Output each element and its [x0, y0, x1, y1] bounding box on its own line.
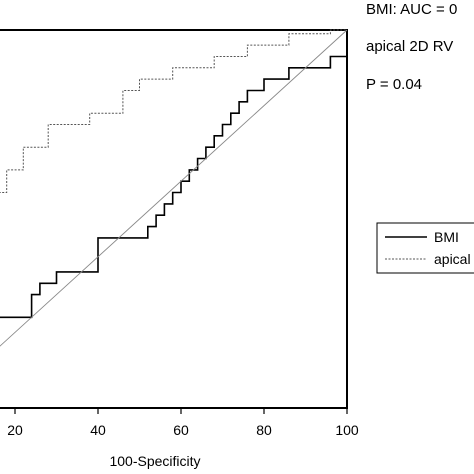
legend-label-bmi: BMI: [434, 229, 459, 245]
x-tick-label-3: 80: [256, 422, 272, 438]
x-tick-label-4: 100: [335, 422, 359, 438]
x-tick-label-0: 20: [7, 422, 23, 438]
annotation-auc-bmi: BMI: AUC = 0: [366, 1, 458, 18]
plot-frame: [0, 29, 348, 409]
series-line-bmi: [0, 55, 347, 319]
legend-label-apical: apical: [434, 251, 471, 267]
reference-diagonal-line: [0, 29, 348, 347]
x-axis-label: 100-Specificity: [109, 453, 200, 469]
series-line-apical: [0, 29, 347, 193]
x-tick-label-1: 40: [90, 422, 106, 438]
annotation-apical-2d-rv: apical 2D RV: [366, 38, 454, 55]
annotation-p-value: P = 0.04: [366, 76, 423, 93]
legend: BMI apical: [376, 222, 474, 274]
x-tick-label-2: 60: [173, 422, 189, 438]
legend-box: [376, 222, 474, 274]
